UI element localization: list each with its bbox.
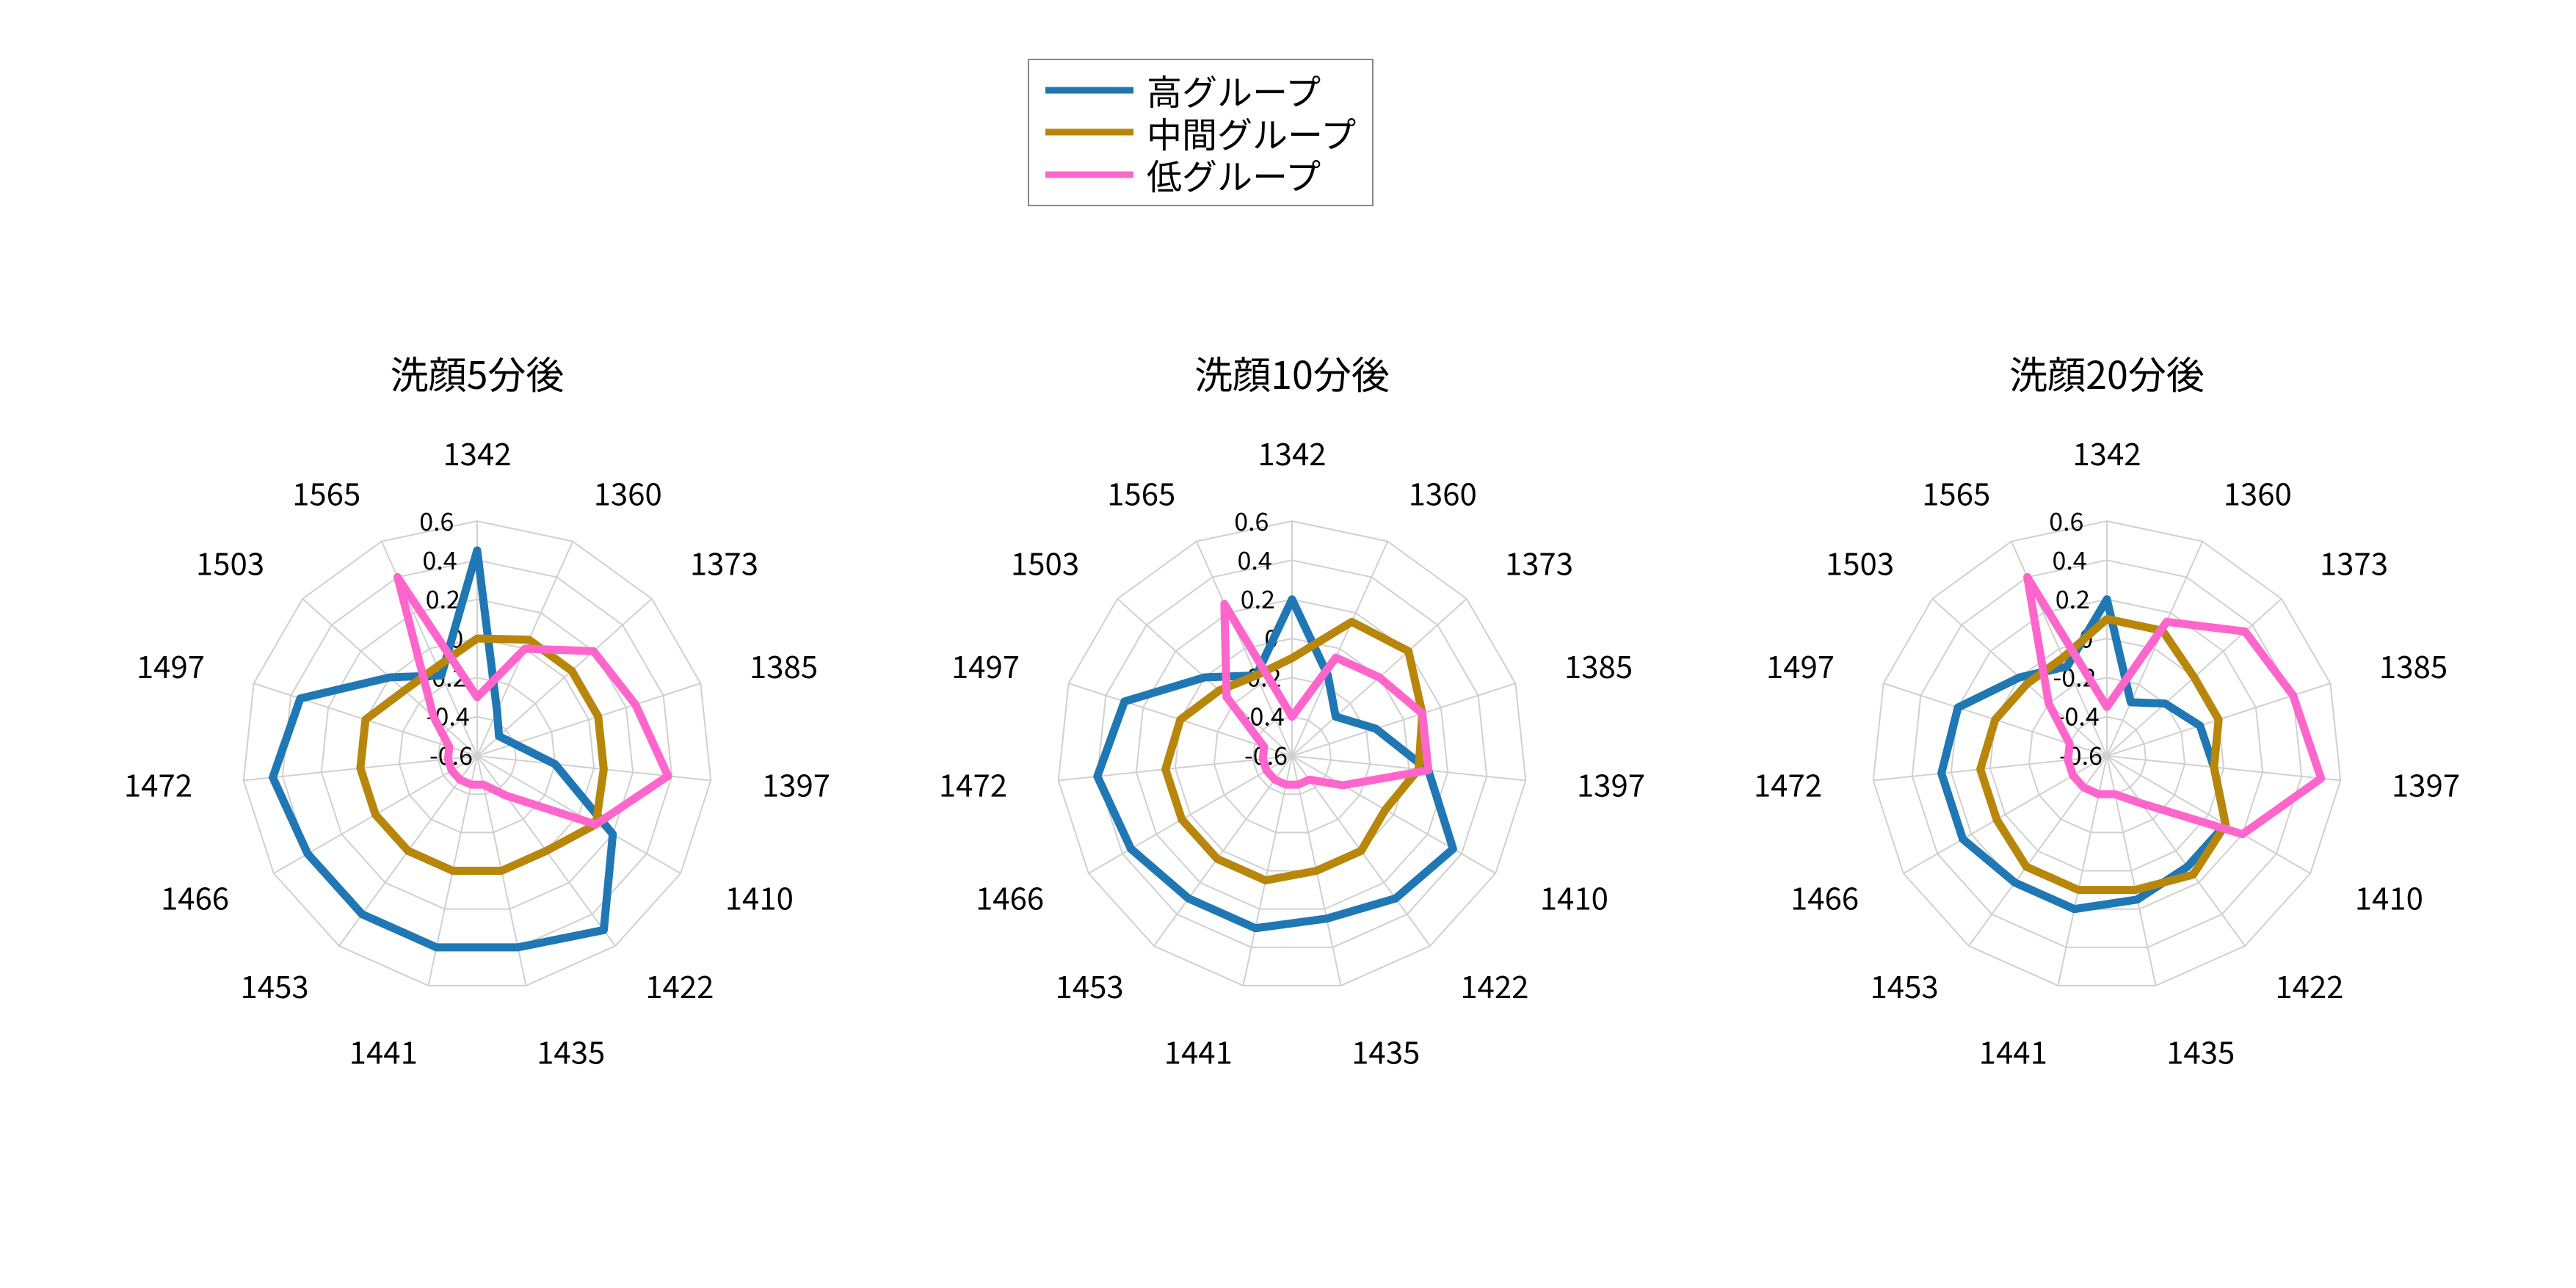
- axis-label: 1565: [1107, 470, 1175, 514]
- axis-label: 1385: [750, 643, 818, 688]
- axis-label: 1466: [976, 875, 1044, 920]
- svg-text:0.4: 0.4: [2052, 541, 2086, 577]
- axis-label: 1397: [2392, 761, 2460, 806]
- axis-label: 1472: [939, 761, 1007, 806]
- axis-label: 1397: [1577, 761, 1645, 806]
- legend-label: 高グループ: [1147, 69, 1321, 112]
- axis-label: 1565: [1922, 470, 1990, 514]
- axis-label: 1410: [1540, 875, 1608, 920]
- svg-text:0.2: 0.2: [1241, 580, 1275, 616]
- axis-label: 1503: [196, 540, 264, 585]
- legend-item: 低グループ: [1045, 153, 1356, 196]
- svg-text:0.2: 0.2: [426, 580, 460, 616]
- axis-label: 1441: [349, 1028, 418, 1073]
- axis-label: 1385: [1564, 643, 1633, 688]
- axis-label: 1422: [645, 963, 714, 1008]
- axis-label: 1453: [1871, 963, 1939, 1008]
- radar-chart: 洗顔10分後-0.6-0.4-0.200.20.40.6134213601373…: [925, 345, 1659, 1079]
- axis-label: 1435: [537, 1028, 605, 1073]
- legend-label: 低グループ: [1147, 153, 1321, 196]
- axis-label: 1360: [1409, 470, 1477, 514]
- legend: 高グループ中間グループ低グループ: [1028, 59, 1374, 206]
- svg-text:0.6: 0.6: [1234, 502, 1269, 538]
- axis-label: 1472: [124, 761, 192, 806]
- axis-label: 1497: [951, 643, 1020, 688]
- axis-label: 1453: [1056, 963, 1124, 1008]
- svg-text:0.4: 0.4: [422, 541, 457, 577]
- axis-label: 1472: [1754, 761, 1822, 806]
- axis-label: 1342: [2072, 430, 2141, 475]
- svg-text:0.2: 0.2: [2056, 580, 2090, 616]
- axis-label: 1373: [1505, 540, 1573, 585]
- axis-label: 1565: [292, 470, 360, 514]
- axis-label: 1497: [137, 643, 205, 688]
- legend-item: 中間グループ: [1045, 112, 1356, 154]
- axis-label: 1466: [1790, 875, 1859, 920]
- radar-chart: 洗顔5分後-0.6-0.4-0.200.20.40.61342136013731…: [110, 345, 844, 1079]
- axis-label: 1360: [594, 470, 662, 514]
- axis-label: 1397: [762, 761, 830, 806]
- svg-text:0.6: 0.6: [419, 502, 454, 538]
- axis-label: 1441: [1164, 1028, 1233, 1073]
- svg-text:0.4: 0.4: [1237, 541, 1271, 577]
- axis-label: 1441: [1979, 1028, 2047, 1073]
- axis-label: 1466: [161, 875, 229, 920]
- axis-label: 1342: [443, 430, 511, 475]
- axis-label: 1422: [1460, 963, 1528, 1008]
- axis-label: 1497: [1766, 643, 1835, 688]
- axis-label: 1435: [1352, 1028, 1420, 1073]
- axis-label: 1373: [690, 540, 758, 585]
- legend-item: 高グループ: [1045, 69, 1356, 112]
- axis-label: 1385: [2379, 643, 2448, 688]
- svg-text:0.6: 0.6: [2049, 502, 2083, 538]
- axis-label: 1410: [2355, 875, 2423, 920]
- axis-label: 1342: [1258, 430, 1326, 475]
- axis-label: 1453: [241, 963, 309, 1008]
- radar-chart: 洗顔20分後-0.6-0.4-0.200.20.40.6134213601373…: [1740, 345, 2474, 1079]
- legend-label: 中間グループ: [1147, 112, 1356, 154]
- axis-label: 1503: [1826, 540, 1894, 585]
- axis-label: 1360: [2224, 470, 2292, 514]
- axis-label: 1503: [1011, 540, 1079, 585]
- axis-label: 1435: [2166, 1028, 2235, 1073]
- axis-label: 1373: [2320, 540, 2388, 585]
- axis-label: 1410: [725, 875, 794, 920]
- axis-label: 1422: [2275, 963, 2343, 1008]
